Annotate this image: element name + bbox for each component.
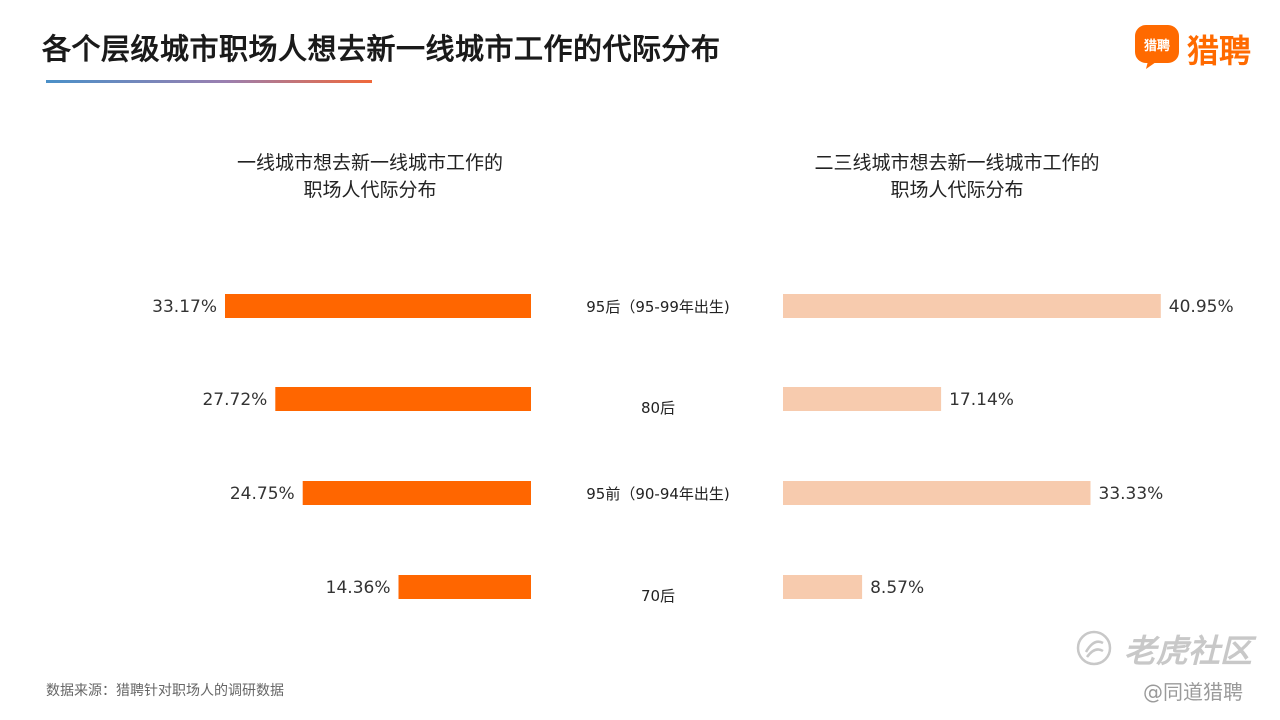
right-chart-title-line-2: 职场人代际分布 (890, 179, 1024, 201)
title-underline (46, 80, 372, 83)
right-series-bars: 40.95% 17.14% 33.33% 8.57% (783, 294, 1234, 599)
left-chart-title-line-1: 一线城市想去新一线城市工作的 (236, 152, 503, 174)
left-chart-title-line-2: 职场人代际分布 (303, 179, 437, 201)
left-chart-title: 一线城市想去新一线城市工作的 职场人代际分布 (190, 150, 550, 204)
watermark-handle: @同道猎聘 (1143, 680, 1243, 704)
page-title: 各个层级城市职场人想去新一线城市工作的代际分布 (42, 32, 721, 66)
right-value-label-row-3: 33.33% (1099, 484, 1164, 504)
right-bar-row-1 (783, 294, 1161, 318)
brand-logo-text: 猎聘 (1144, 38, 1170, 54)
brand-name: 猎聘 (1187, 32, 1252, 70)
left-bar-row-4 (398, 575, 531, 599)
right-value-label-row-1: 40.95% (1169, 297, 1234, 317)
left-value-label-row-2: 27.72% (202, 390, 267, 410)
left-value-label-row-1: 33.17% (152, 297, 217, 317)
liepin-logo-icon: 猎聘 (1135, 25, 1179, 69)
category-label-row-4: 70后 (641, 587, 675, 605)
watermark-logo-icon (1076, 630, 1112, 666)
right-chart-title-line-1: 二三线城市想去新一线城市工作的 (814, 152, 1100, 174)
left-value-label-row-4: 14.36% (326, 578, 391, 598)
right-bar-row-2 (783, 387, 942, 411)
category-label-row-3: 95前（90-94年出生) (586, 485, 730, 503)
right-bar-row-4 (783, 575, 863, 599)
category-label-row-1: 95后（95-99年出生) (586, 298, 730, 316)
right-chart-title: 二三线城市想去新一线城市工作的 职场人代际分布 (777, 150, 1137, 204)
category-label-row-2: 80后 (641, 399, 675, 417)
left-bar-row-3 (302, 481, 531, 505)
category-labels: 95后（95-99年出生) 80后 95前（90-94年出生) 70后 (586, 298, 730, 605)
right-value-label-row-2: 17.14% (949, 390, 1014, 410)
right-bar-row-3 (783, 481, 1091, 505)
left-value-label-row-3: 24.75% (230, 484, 295, 504)
watermark-text: 老虎社区 (1124, 632, 1253, 670)
left-bar-row-1 (225, 294, 531, 318)
left-series-bars: 33.17% 27.72% 24.75% 14.36% (152, 294, 531, 599)
data-source-note: 数据来源：猎聘针对职场人的调研数据 (46, 683, 284, 699)
right-value-label-row-4: 8.57% (870, 578, 924, 598)
left-bar-row-2 (275, 387, 531, 411)
